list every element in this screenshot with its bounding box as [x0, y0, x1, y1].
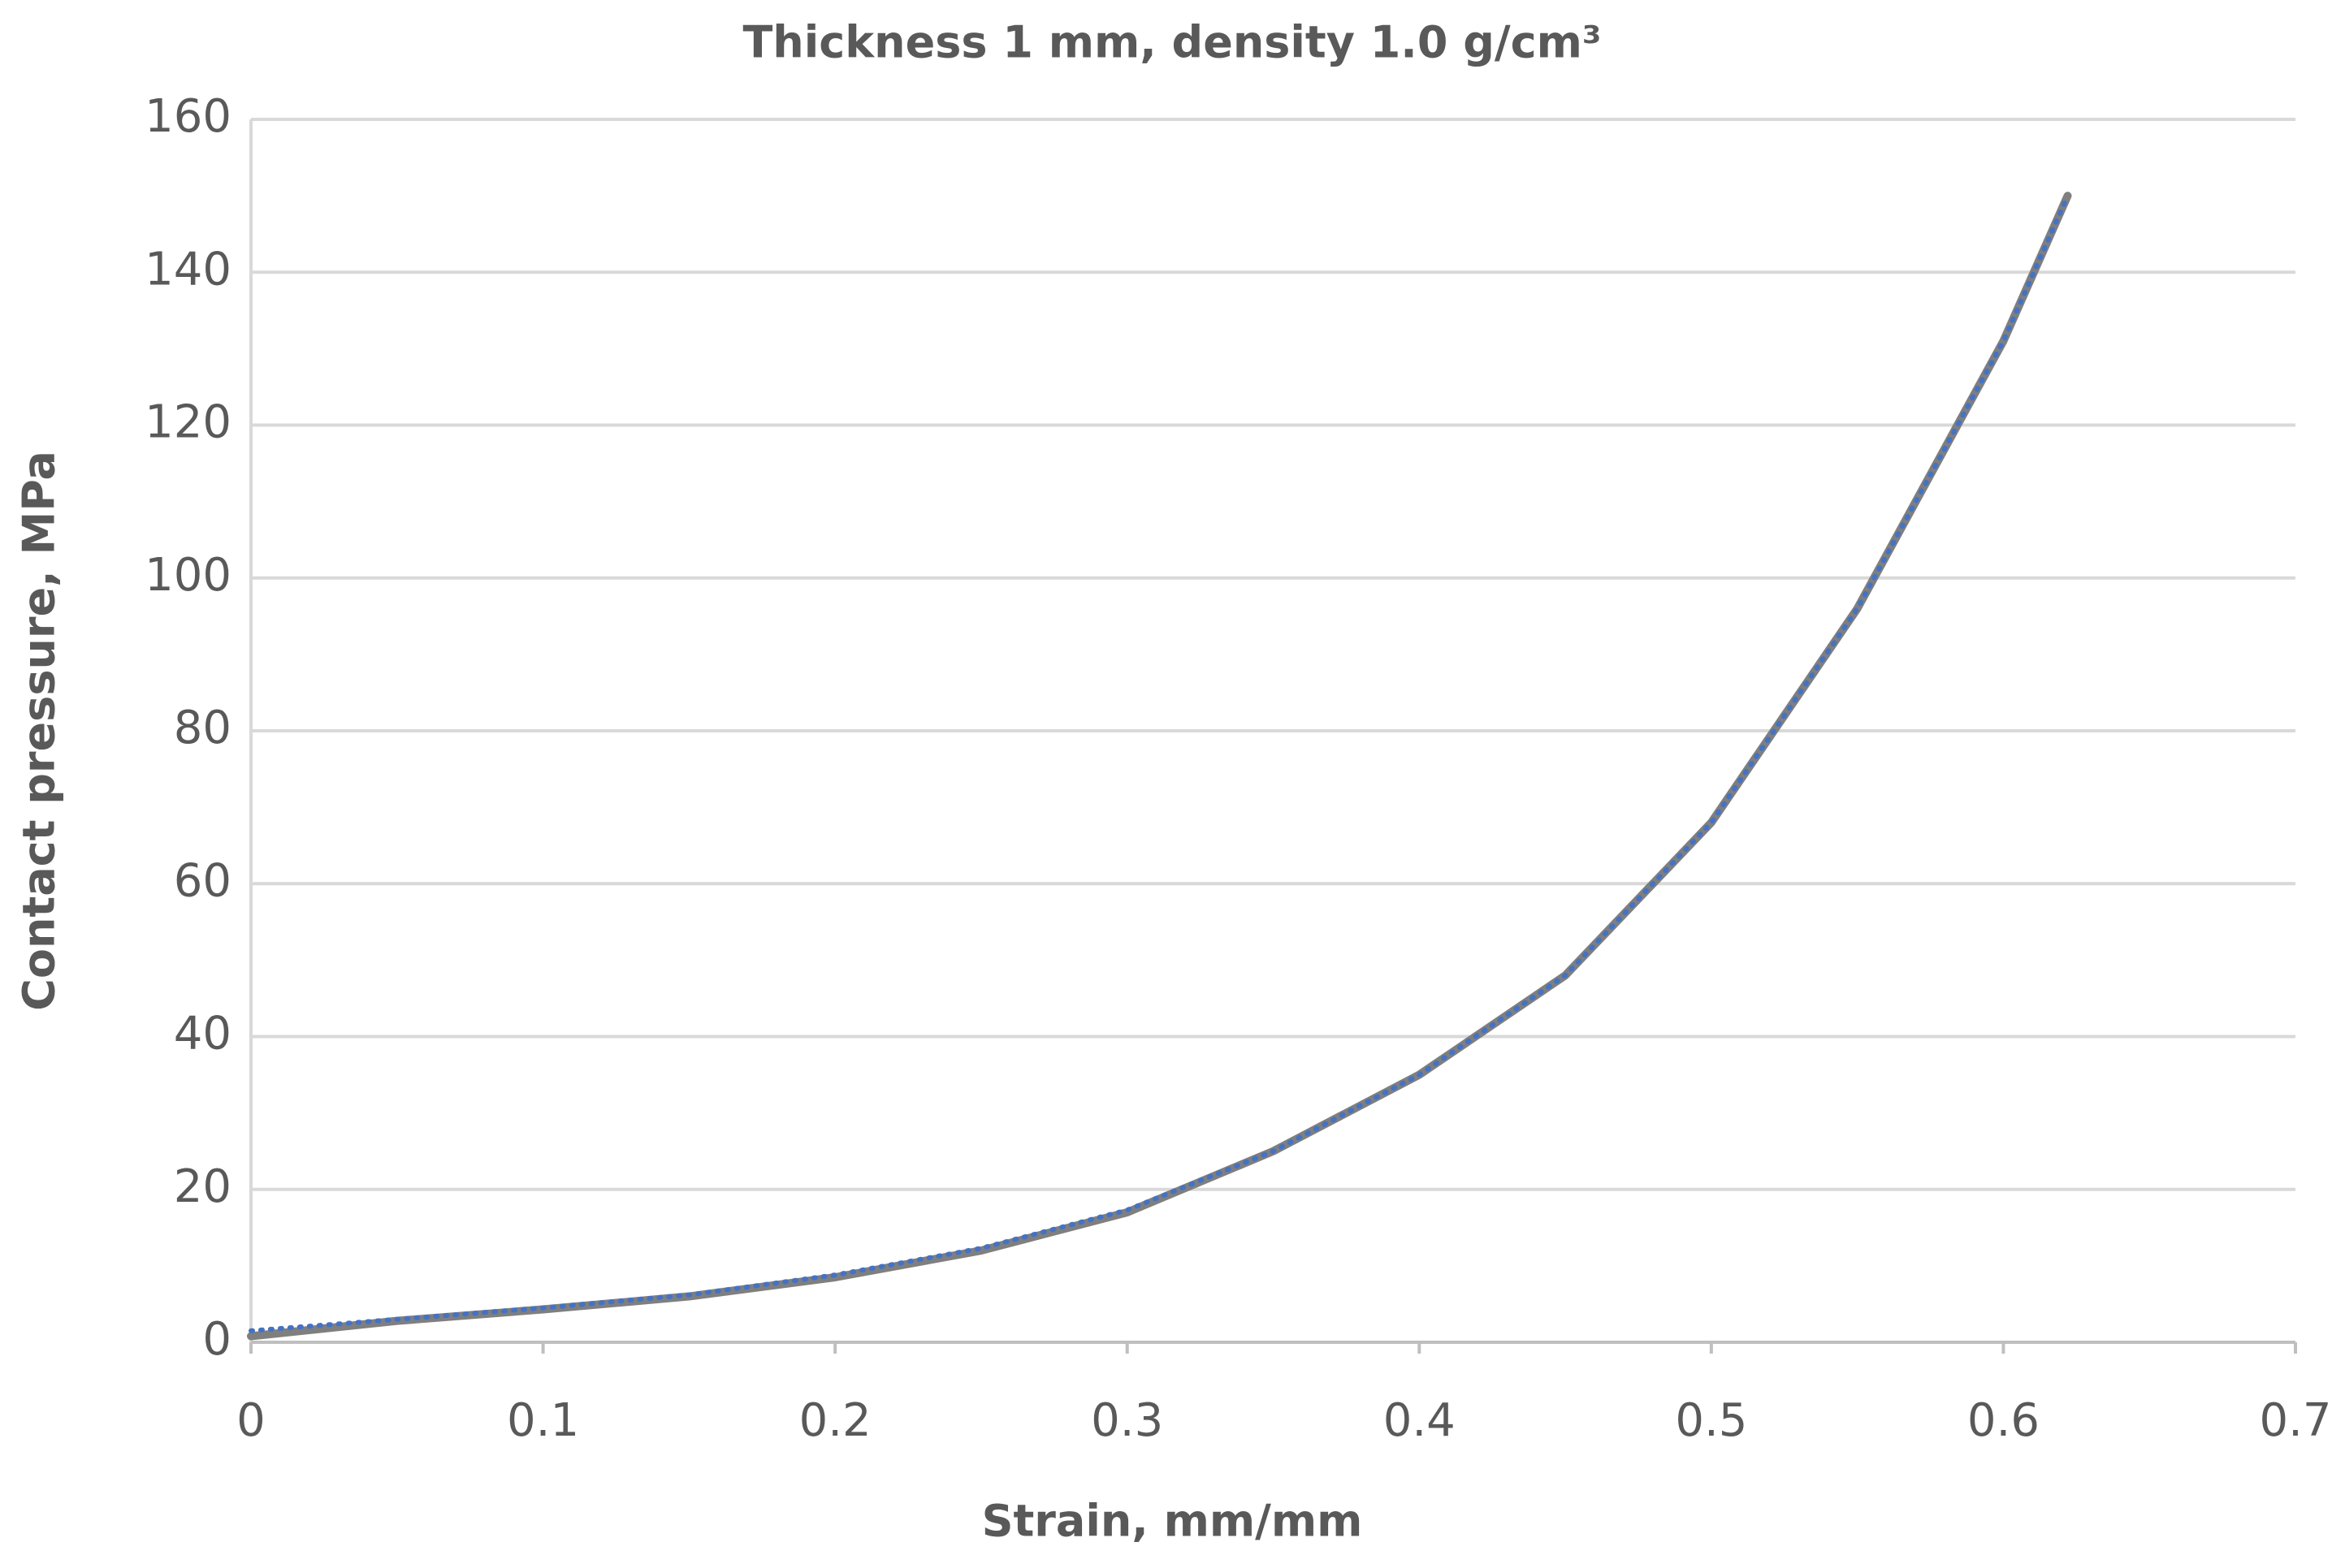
x-tick-label: 0.4 [1383, 1394, 1456, 1447]
y-tick-label: 0 [202, 1313, 231, 1366]
x-tick-label: 0.5 [1675, 1394, 1747, 1447]
x-tick-label: 0 [236, 1394, 266, 1447]
x-axis-label: Strain, mm/mm [982, 1496, 1363, 1547]
y-tick-label: 60 [174, 854, 231, 907]
y-tick-label: 20 [174, 1160, 231, 1213]
x-tick-label: 0.2 [799, 1394, 872, 1447]
x-tick-label: 0.3 [1091, 1394, 1163, 1447]
y-tick-label: 100 [145, 549, 231, 602]
y-tick-label: 40 [174, 1008, 231, 1060]
y-tick-label: 120 [145, 396, 231, 449]
x-tick-label: 0.7 [2259, 1394, 2331, 1447]
y-tick-label: 140 [145, 243, 231, 296]
y-tick-label: 80 [174, 702, 231, 754]
series-line [249, 193, 2070, 1333]
x-tick-label: 0.6 [1967, 1394, 2040, 1447]
y-tick-label: 160 [145, 90, 231, 143]
chart-title: Thickness 1 mm, density 1.0 g/cm³ [742, 17, 1601, 68]
x-tick-label: 0.1 [507, 1394, 579, 1447]
y-axis-label: Contact pressure, MPa [14, 451, 65, 1011]
